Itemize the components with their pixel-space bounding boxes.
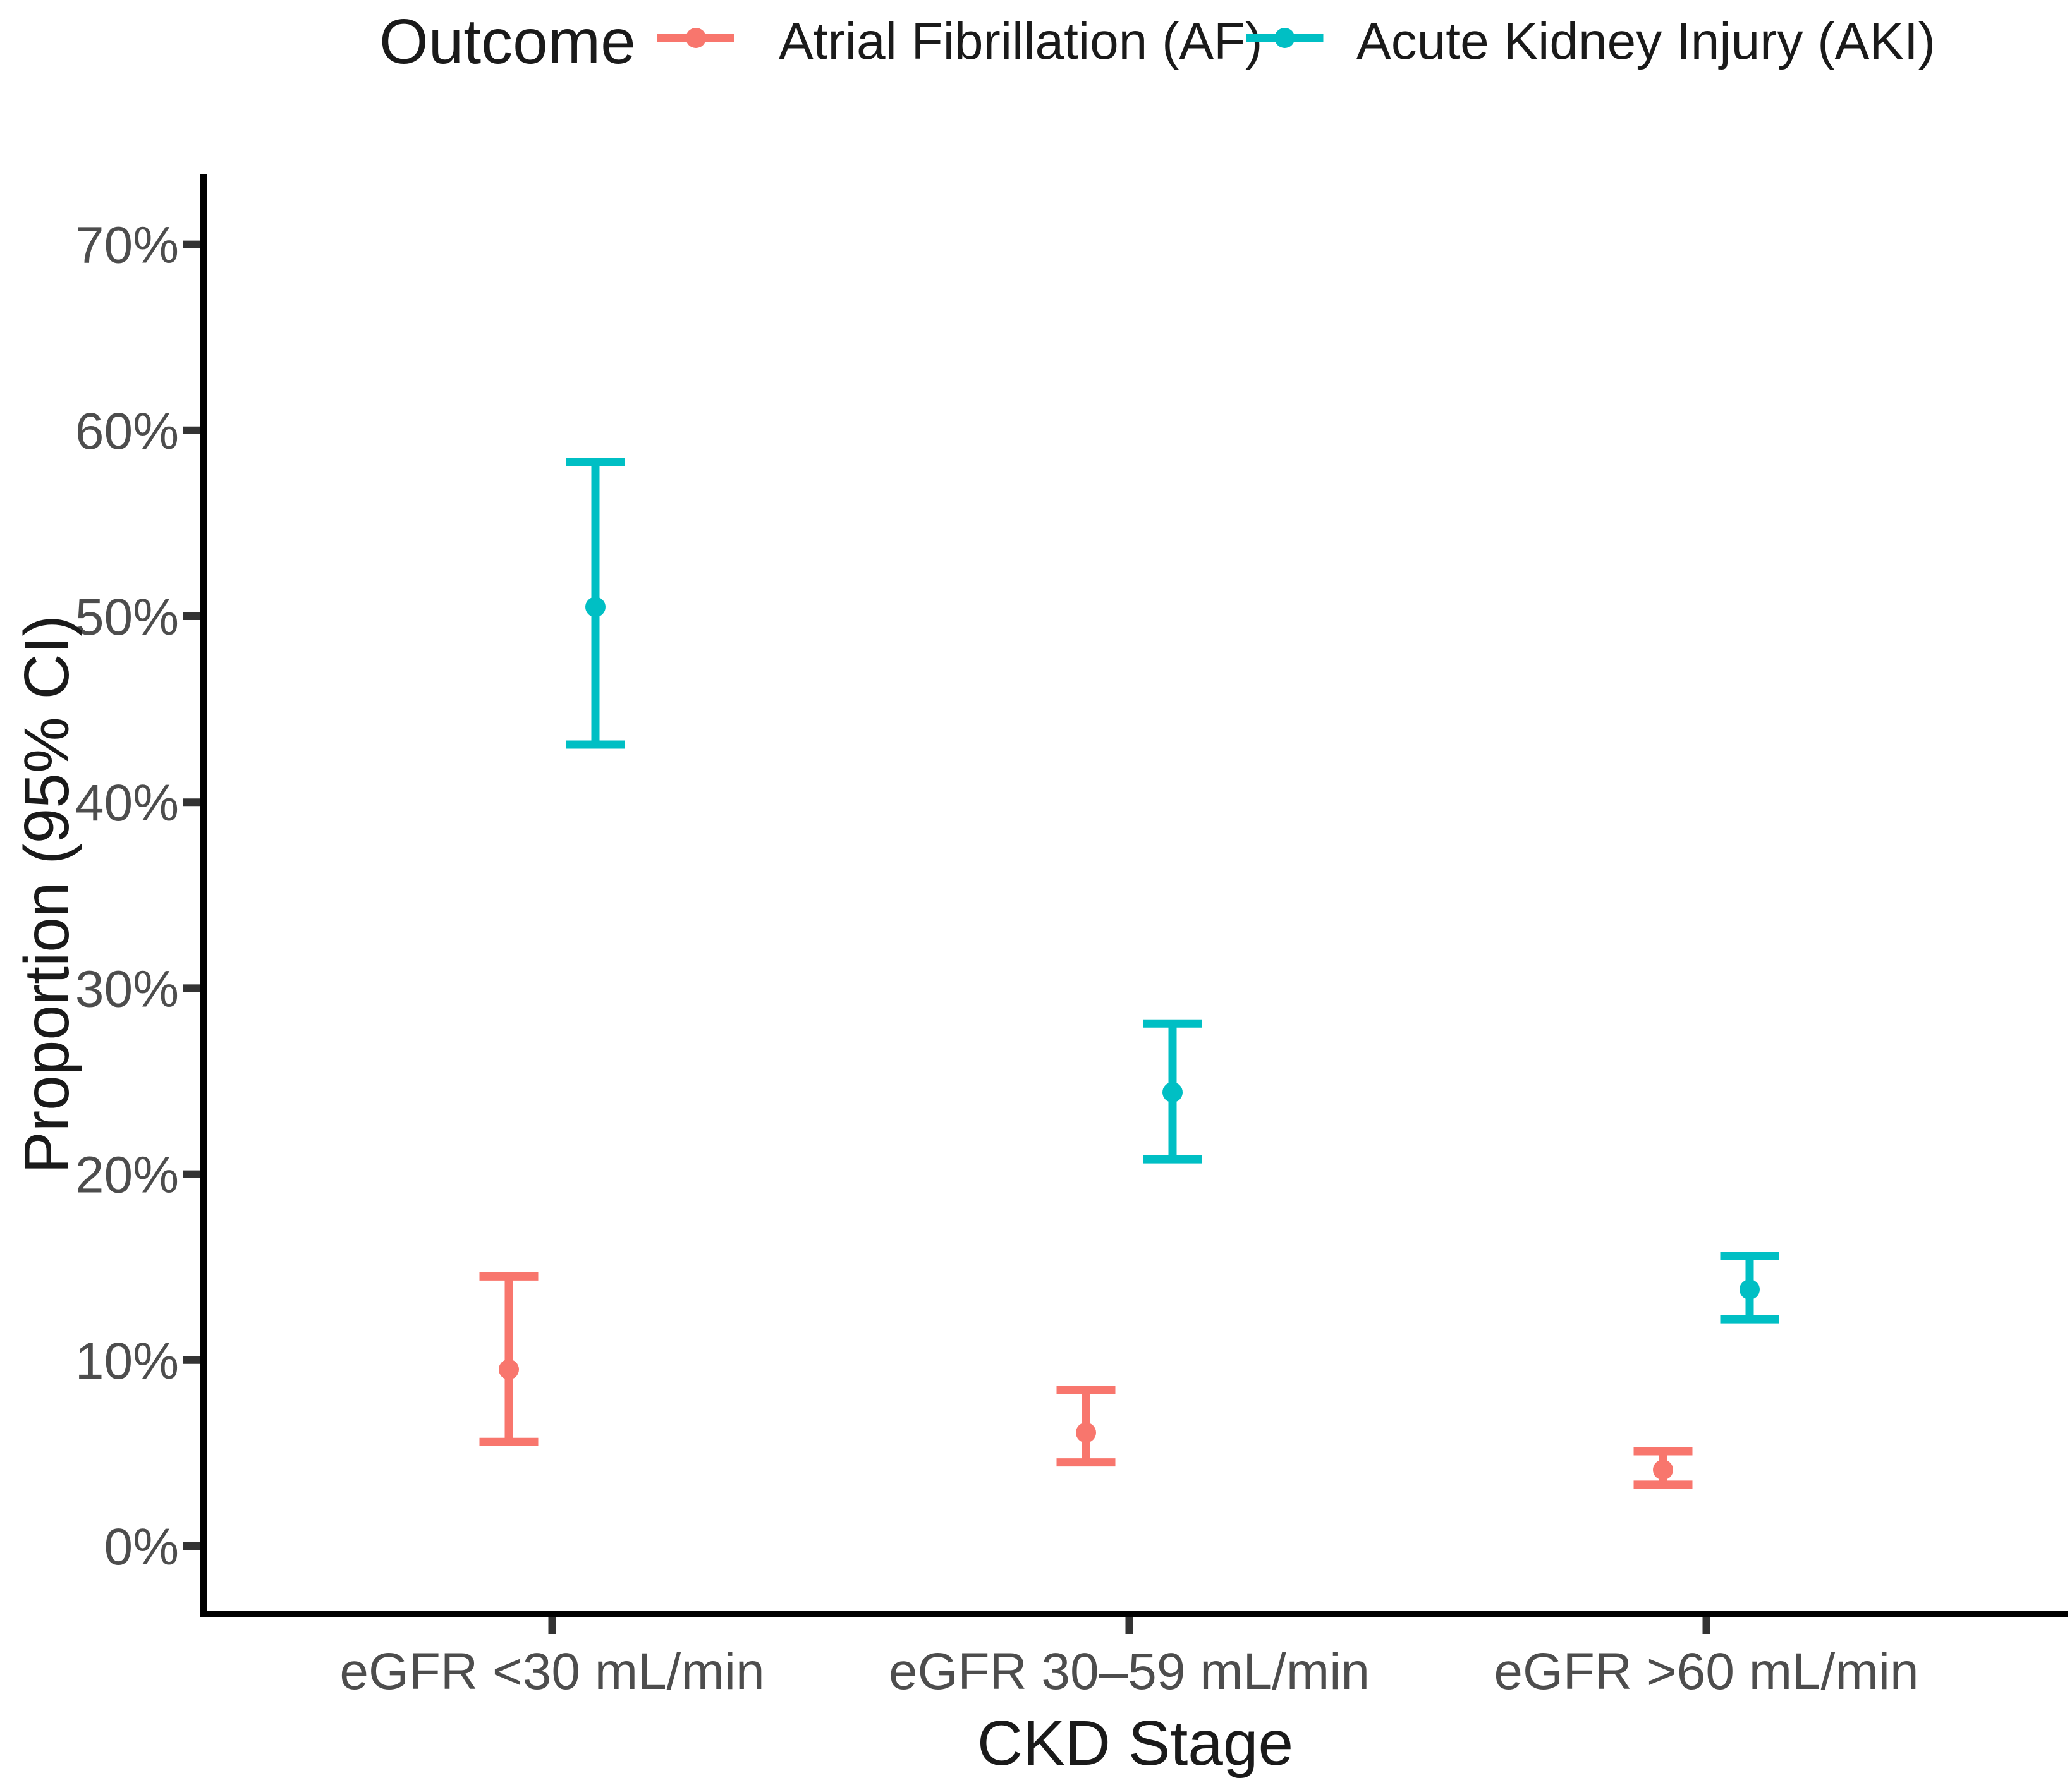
pointrange-af-group1 <box>479 1272 539 1446</box>
y-tick-label: 40% <box>75 774 179 832</box>
y-tick-label: 30% <box>75 960 179 1018</box>
x-axis-ticks: eGFR <30 mL/min eGFR 30–59 mL/min eGFR >60… <box>339 1617 1919 1700</box>
y-tick-label: 50% <box>75 588 179 646</box>
pointrange-marks <box>479 458 1779 1489</box>
point-estimate-dot <box>499 1359 519 1380</box>
pointrange-aki-group1 <box>566 458 625 749</box>
pointrange-aki-group3 <box>1720 1252 1779 1324</box>
legend-item-label: Acute Kidney Injury (AKI) <box>1356 13 1935 70</box>
y-tick-label: 10% <box>75 1332 179 1390</box>
legend-item-af: Atrial Fibrillation (AF) <box>657 13 1262 70</box>
x-tick-label: eGFR <30 mL/min <box>339 1643 764 1700</box>
pointrange-af-group2 <box>1056 1386 1116 1467</box>
legend-title: Outcome <box>379 6 636 77</box>
legend-item-aki: Acute Kidney Injury (AKI) <box>1246 13 1935 70</box>
x-tick-label: eGFR 30–59 mL/min <box>889 1643 1370 1700</box>
legend-key-dot <box>686 28 706 48</box>
x-axis-title: CKD Stage <box>977 1708 1293 1779</box>
pointrange-af-group3 <box>1633 1447 1693 1489</box>
y-tick-label: 0% <box>104 1518 179 1576</box>
y-axis-ticks: 0% 10% 20% 30% 40% 50% 60% 70% <box>75 217 200 1576</box>
y-tick-label: 20% <box>75 1147 179 1204</box>
x-tick-label: eGFR >60 mL/min <box>1494 1643 1918 1700</box>
y-tick-label: 60% <box>75 403 179 460</box>
pointrange-aki-group2 <box>1143 1019 1202 1164</box>
y-tick-label: 70% <box>75 217 179 274</box>
legend-item-label: Atrial Fibrillation (AF) <box>779 13 1262 70</box>
point-estimate-dot <box>1076 1422 1096 1443</box>
legend-key-dot <box>1274 28 1295 48</box>
y-axis-title: Proportion (95% CI) <box>11 615 82 1174</box>
legend: Outcome Atrial Fibrillation (AF) Acute Kid… <box>379 6 1935 77</box>
point-estimate-dot <box>1740 1279 1760 1300</box>
point-estimate-dot <box>585 597 606 618</box>
point-estimate-dot <box>1653 1459 1673 1480</box>
point-estimate-dot <box>1162 1082 1183 1103</box>
